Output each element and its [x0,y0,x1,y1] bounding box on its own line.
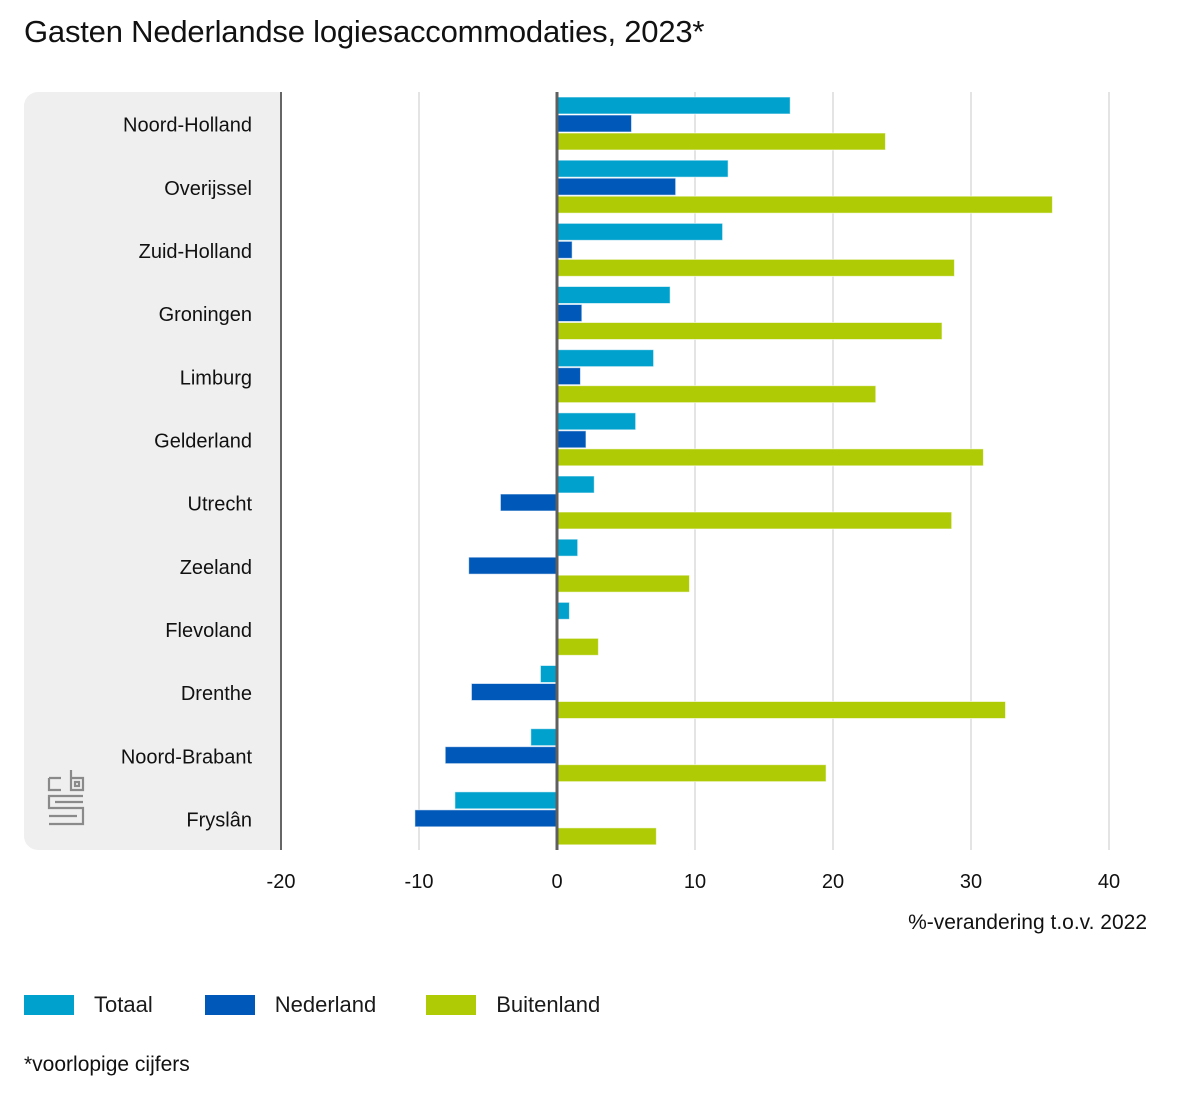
bar-nederland-overijssel [556,177,677,196]
cbs-logo-icon [47,770,85,826]
legend-swatch [204,995,255,1015]
bar-nederland-gelderland [556,430,587,449]
bar-nederland-limburg [556,367,581,386]
bar-totaal-limburg [556,349,655,368]
bar-buitenland-frysl-n [556,827,657,846]
category-label: Noord-Holland [123,115,252,137]
x-tick-label: -20 [267,871,296,893]
x-tick-label: 10 [684,871,706,893]
category-label: Gelderland [154,430,252,452]
category-label: Noord-Brabant [121,746,253,768]
legend-item-totaal: Totaal [24,992,153,1018]
bar-buitenland-groningen [556,322,943,340]
bars [414,96,1053,846]
chart-title: Gasten Nederlandse logiesaccommodaties, … [24,14,705,49]
legend-label: Buitenland [496,992,601,1017]
x-axis-label: %-verandering t.o.v. 2022 [908,911,1147,934]
legend-label: Nederland [274,992,377,1017]
bar-totaal-noord-brabant [530,728,558,747]
category-label: Utrecht [188,494,253,516]
x-tick-label: 40 [1098,871,1120,893]
x-tick-label: -10 [405,871,434,893]
legend-item-nederland: Nederland [204,992,377,1018]
bar-totaal-overijssel [556,159,729,178]
bar-nederland-frysl-n [414,809,558,828]
bar-buitenland-gelderland [556,448,984,467]
category-label: Groningen [159,304,252,326]
bar-buitenland-limburg [556,385,877,404]
category-label: Flevoland [165,620,252,642]
x-tick-label: 20 [822,871,844,893]
bar-nederland-drenthe [470,683,558,701]
x-tick-labels: -20 -10 0 10 20 30 40 [267,871,1121,893]
category-label: Limburg [180,367,252,389]
bar-totaal-zuid-holland [556,222,724,241]
category-label: Fryslân [186,809,252,831]
bar-totaal-zeeland [556,538,579,557]
bar-totaal-gelderland [556,412,637,431]
category-labels: Noord-Holland Overijssel Zuid-Holland Groni… [121,115,253,832]
bar-nederland-zeeland [468,556,558,575]
bar-buitenland-flevoland [556,637,599,656]
bar-nederland-noord-holland [556,114,633,133]
category-panel-edge [267,92,281,850]
legend-swatch [426,995,477,1015]
bar-nederland-noord-brabant [444,746,558,765]
bar-buitenland-drenthe [556,701,1006,719]
bar-buitenland-noord-brabant [556,764,827,783]
bar-nederland-zuid-holland [556,240,573,259]
footnote: *voorlopige cijfers [24,1053,190,1076]
bar-nederland-utrecht [499,493,558,512]
bar-buitenland-zuid-holland [556,258,955,277]
legend-swatch [24,995,74,1015]
legend-label: Totaal [94,992,153,1017]
x-tick-label: 0 [551,871,562,893]
bar-totaal-utrecht [556,475,595,494]
category-label: Zeeland [180,557,252,579]
bar-totaal-groningen [556,286,671,304]
category-label: Overijssel [164,178,252,200]
x-tick-label: 30 [960,871,982,893]
bar-buitenland-utrecht [556,511,953,530]
bar-nederland-groningen [556,304,583,322]
bar-totaal-flevoland [556,601,570,620]
legend: Totaal Nederland Buitenland [24,992,650,1018]
category-panel [24,92,281,850]
category-label: Zuid-Holland [139,241,252,263]
bar-buitenland-overijssel [556,195,1053,214]
gridlines [418,92,1110,850]
bar-buitenland-noord-holland [556,132,886,151]
bar-totaal-noord-holland [556,96,791,115]
bar-buitenland-zeeland [556,574,690,593]
category-label: Drenthe [181,683,252,705]
bar-totaal-drenthe [539,665,558,683]
legend-item-buitenland: Buitenland [426,992,600,1018]
bar-totaal-frysl-n [454,791,558,810]
